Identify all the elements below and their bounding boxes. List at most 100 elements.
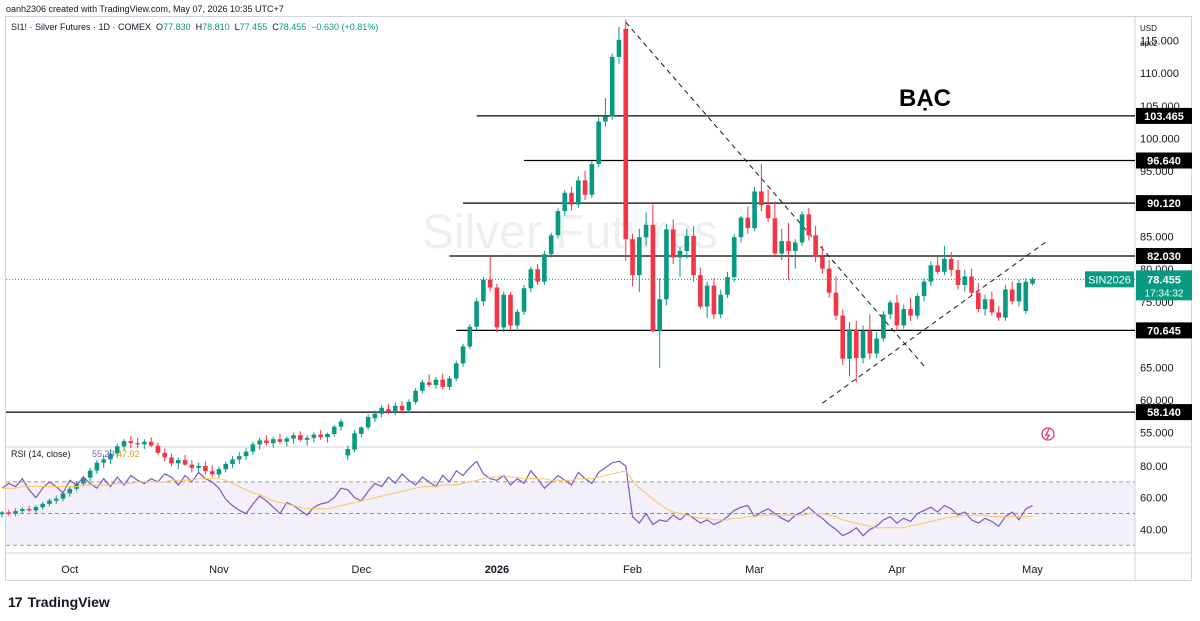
candle-body — [650, 224, 656, 332]
candle-body — [474, 301, 479, 327]
candle-body — [725, 277, 730, 295]
time-axis-tick-label: Dec — [352, 564, 372, 576]
candle-body — [609, 56, 615, 117]
level-price-badge — [1136, 107, 1192, 124]
candle-body — [196, 465, 201, 468]
candle-body — [304, 437, 310, 440]
candle-body — [440, 379, 445, 387]
candle-body — [630, 239, 635, 276]
candle-body — [731, 237, 737, 278]
last-price-label: 78.455 — [1147, 274, 1181, 286]
candle-body — [277, 439, 283, 442]
candle-body — [806, 214, 812, 236]
candle-body — [87, 470, 93, 478]
candle-body — [121, 441, 127, 447]
level-price-label: 96.640 — [1147, 156, 1181, 168]
candlestick-chart[interactable]: Silver FuturesUSDapoz115.000110.000105.0… — [0, 0, 1200, 590]
candle-body — [589, 164, 595, 195]
candle-body — [874, 338, 879, 354]
candle-body — [860, 330, 866, 359]
candle-body — [582, 180, 588, 195]
candle-body — [243, 451, 249, 457]
candle-body — [33, 507, 39, 511]
level-price-label: 90.120 — [1147, 198, 1181, 210]
candle-body — [345, 448, 351, 456]
candle-body — [298, 435, 303, 440]
candle-body — [657, 299, 662, 332]
time-axis-tick-label: Oct — [61, 564, 78, 576]
rsi-legend-label: RSI (14, close) — [11, 449, 71, 459]
candle-body — [135, 443, 140, 445]
candle-body — [494, 287, 500, 328]
candle-body — [833, 292, 839, 316]
rsi-ma-line — [2, 470, 1033, 529]
level-price-label: 70.645 — [1147, 325, 1181, 337]
candle-body — [1023, 281, 1029, 312]
level-price-label: 103.465 — [1144, 111, 1184, 123]
candle-body — [921, 281, 927, 297]
candle-body — [908, 309, 913, 316]
candle-body — [677, 250, 683, 258]
candle-body — [1016, 282, 1022, 302]
candle-body — [216, 469, 222, 475]
chart-annotation-text: BẠC — [899, 85, 951, 112]
candle-body — [799, 214, 805, 243]
candle-body — [338, 421, 344, 427]
trendline — [625, 21, 925, 367]
candle-body — [406, 401, 412, 411]
candle-body — [114, 446, 120, 454]
rsi-line — [1, 460, 1033, 537]
candle-body — [528, 269, 534, 289]
candle-body — [542, 254, 547, 282]
candle-body — [209, 471, 215, 475]
symbol-badge-label: SIN2026 — [1088, 274, 1131, 286]
last-price-countdown: 17:34:32 — [1145, 288, 1184, 299]
candle-body — [928, 265, 934, 282]
time-axis-tick-label: Nov — [209, 564, 229, 576]
symbol-legend[interactable]: SI1! · Silver Futures · 1D · COMEX O77.8… — [11, 22, 378, 32]
candle-body — [142, 441, 147, 445]
candle-body — [203, 465, 208, 472]
tradingview-branding[interactable]: 17 TradingView — [8, 594, 110, 610]
candle-body — [53, 498, 59, 501]
candle-body — [576, 180, 581, 205]
candle-body — [352, 433, 357, 450]
candle-body — [955, 269, 961, 285]
candle-body — [148, 441, 154, 446]
candle-body — [901, 309, 907, 326]
candle-body — [426, 382, 432, 385]
candle-body — [962, 276, 968, 285]
candle-body — [264, 440, 269, 444]
price-axis-tick-label: 85.000 — [1140, 232, 1174, 244]
candle-body — [0, 512, 5, 515]
candle-body — [521, 288, 527, 312]
candle-body — [47, 500, 52, 504]
candle-body — [257, 440, 262, 445]
candle-body — [840, 315, 846, 359]
candle-body — [569, 192, 574, 205]
rsi-legend-ma-value: 47.92 — [117, 449, 140, 459]
ohlc-o-label: O — [156, 22, 164, 32]
candle-body — [359, 427, 364, 434]
alert-lightning-icon — [1041, 427, 1055, 441]
candle-body — [67, 488, 73, 494]
candle-body — [508, 294, 513, 326]
candle-body — [237, 456, 242, 460]
candle-body — [6, 512, 12, 514]
rsi-legend-value: 55.20 — [92, 449, 115, 459]
candle-body — [230, 459, 235, 464]
candle-body — [887, 302, 893, 315]
candle-body — [779, 241, 784, 254]
level-price-badge — [1136, 247, 1192, 264]
candle-body — [399, 405, 405, 411]
candle-body — [555, 211, 561, 236]
level-price-label: 82.030 — [1147, 251, 1181, 263]
tradingview-logo-icon: 17 — [8, 594, 23, 610]
candle-body — [155, 445, 161, 453]
price-axis-tick-label: 110.000 — [1140, 68, 1179, 80]
candle-body — [270, 439, 276, 444]
symbol-name: SI1! · Silver Futures · 1D · COMEX — [11, 22, 152, 32]
ohlc-open: 77.830 — [163, 22, 191, 32]
candle-body — [413, 390, 418, 402]
price-axis-tick-label: 55.000 — [1140, 428, 1174, 440]
